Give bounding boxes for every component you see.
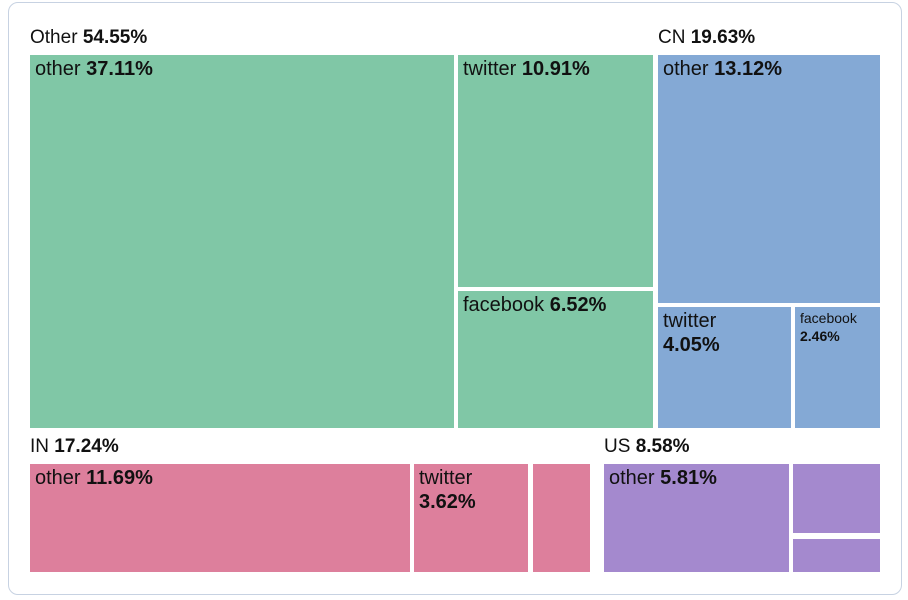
- treemap-cell-cn-facebook[interactable]: facebook 2.46%: [795, 307, 880, 428]
- group-name: US: [604, 436, 631, 457]
- group-label-us: US 8.58%: [604, 435, 690, 458]
- cell-name: twitter: [663, 310, 717, 332]
- cell-value: 37.11%: [86, 58, 153, 80]
- cell-name: twitter: [463, 58, 517, 80]
- treemap-cell-us-other[interactable]: other 5.81%: [604, 464, 789, 572]
- treemap-cell-other-twitter[interactable]: twitter 10.91%: [458, 55, 653, 287]
- cell-value: 3.62%: [419, 491, 476, 513]
- cell-value: 13.12%: [714, 58, 782, 80]
- treemap-cell-in-twitter[interactable]: twitter 3.62%: [414, 464, 528, 572]
- cell-name: other: [663, 58, 709, 80]
- cell-value: 2.46%: [800, 327, 840, 344]
- cell-name: other: [35, 467, 81, 489]
- cell-name: other: [609, 467, 655, 489]
- treemap-cell-in-unlabeled[interactable]: [533, 464, 590, 572]
- cell-value: 11.69%: [86, 467, 153, 489]
- treemap-cell-other-other[interactable]: other 37.11%: [30, 55, 454, 428]
- cell-name: twitter: [419, 467, 473, 489]
- group-name: Other: [30, 27, 78, 48]
- group-value: 8.58%: [635, 436, 690, 457]
- group-label-other: Other 54.55%: [30, 26, 147, 49]
- cell-name: other: [35, 58, 81, 80]
- group-value: 19.63%: [690, 27, 756, 48]
- cell-name: facebook: [800, 310, 857, 326]
- group-value: 54.55%: [82, 27, 148, 48]
- group-value: 17.24%: [54, 436, 119, 457]
- treemap-cell-cn-other[interactable]: other 13.12%: [658, 55, 880, 303]
- treemap-cell-in-other[interactable]: other 11.69%: [30, 464, 410, 572]
- cell-value: 6.52%: [549, 294, 607, 316]
- cell-value: 10.91%: [521, 58, 590, 80]
- treemap-cell-us-unlabeled-top[interactable]: [793, 464, 880, 533]
- treemap-cell-other-facebook[interactable]: facebook 6.52%: [458, 291, 653, 428]
- group-label-cn: CN 19.63%: [658, 26, 755, 49]
- cell-value: 4.05%: [663, 334, 720, 356]
- group-name: CN: [658, 27, 686, 48]
- treemap-cell-us-unlabeled-bottom[interactable]: [793, 539, 880, 572]
- treemap-cell-cn-twitter[interactable]: twitter 4.05%: [658, 307, 791, 428]
- group-label-in: IN 17.24%: [30, 435, 119, 458]
- cell-value: 5.81%: [660, 467, 717, 489]
- cell-name: facebook: [463, 294, 545, 316]
- group-name: IN: [30, 436, 49, 457]
